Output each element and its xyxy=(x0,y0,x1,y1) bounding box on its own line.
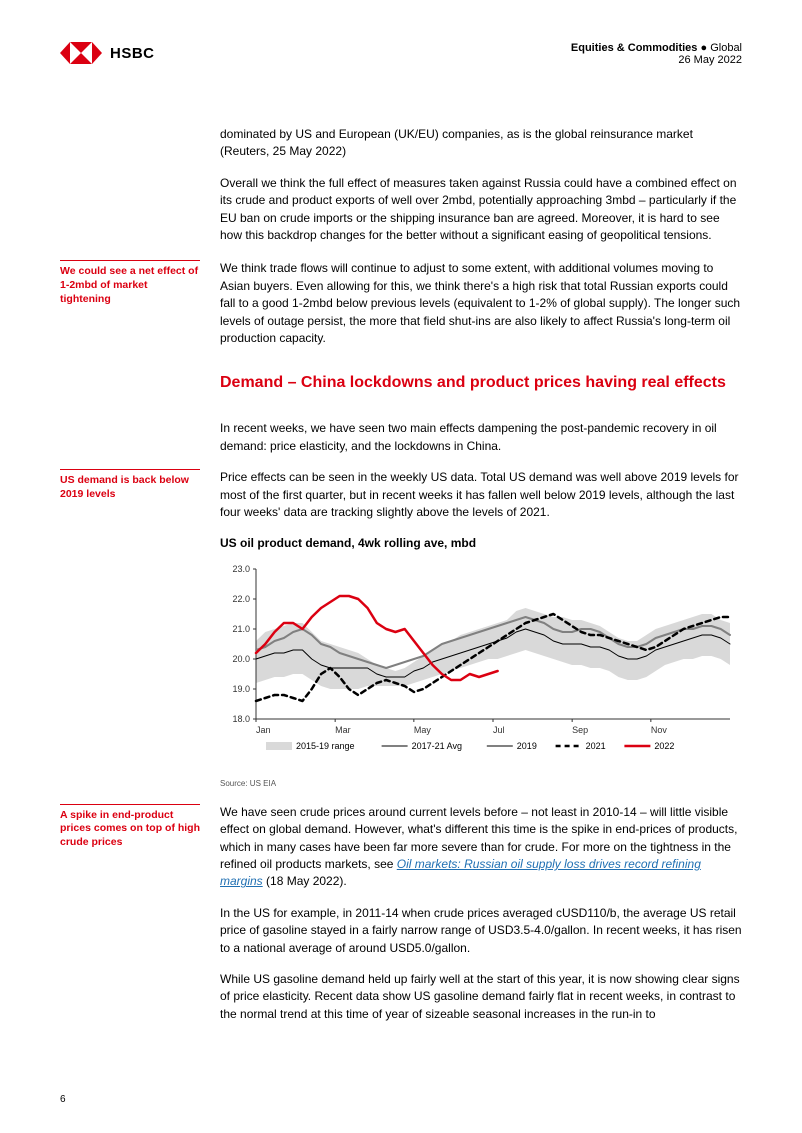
page-header: HSBC Equities & Commodities ● Global 26 … xyxy=(60,42,742,66)
svg-text:Mar: Mar xyxy=(335,725,351,735)
svg-text:Jan: Jan xyxy=(256,725,271,735)
brand-logo-group: HSBC xyxy=(60,42,155,64)
para-7b: (18 May 2022). xyxy=(263,874,347,888)
header-category: Equities & Commodities xyxy=(571,42,698,54)
sidenote-2: US demand is back below 2019 levels xyxy=(60,469,200,501)
section-heading-demand: Demand – China lockdowns and product pri… xyxy=(220,371,742,394)
svg-text:19.0: 19.0 xyxy=(232,684,250,694)
header-meta: Equities & Commodities ● Global 26 May 2… xyxy=(571,42,742,66)
svg-text:2022: 2022 xyxy=(654,741,674,751)
header-region: Global xyxy=(710,42,742,54)
para-5: Price effects can be seen in the weekly … xyxy=(220,469,742,521)
svg-text:2017-21 Avg: 2017-21 Avg xyxy=(412,741,462,751)
para-4: In recent weeks, we have seen two main e… xyxy=(220,420,742,455)
header-bullet-icon: ● xyxy=(701,42,711,54)
sidenote-3: A spike in end-product prices comes on t… xyxy=(60,804,200,850)
brand-name: HSBC xyxy=(110,45,155,62)
svg-text:20.0: 20.0 xyxy=(232,654,250,664)
svg-text:2019: 2019 xyxy=(517,741,537,751)
para-8: In the US for example, in 2011-14 when c… xyxy=(220,905,742,957)
svg-text:2021: 2021 xyxy=(586,741,606,751)
svg-text:22.0: 22.0 xyxy=(232,594,250,604)
para-3: We think trade flows will continue to ad… xyxy=(220,260,742,347)
svg-text:Nov: Nov xyxy=(651,725,668,735)
chart-svg: 18.0 19.0 20.0 21.0 22.0 23.0 Jan Mar May Jul Sep N… xyxy=(220,559,740,769)
svg-text:May: May xyxy=(414,725,432,735)
sidenote-1: We could see a net effect of 1-2mbd of m… xyxy=(60,260,200,306)
para-9: While US gasoline demand held up fairly … xyxy=(220,971,742,1023)
para-2: Overall we think the full effect of meas… xyxy=(220,175,742,245)
svg-text:21.0: 21.0 xyxy=(232,624,250,634)
oil-demand-chart: 18.0 19.0 20.0 21.0 22.0 23.0 Jan Mar May Jul Sep N… xyxy=(220,559,742,774)
svg-text:Jul: Jul xyxy=(493,725,505,735)
page-number: 6 xyxy=(60,1094,66,1105)
svg-text:18.0: 18.0 xyxy=(232,714,250,724)
svg-text:Sep: Sep xyxy=(572,725,588,735)
para-7: We have seen crude prices around current… xyxy=(220,804,742,891)
svg-text:2015-19 range: 2015-19 range xyxy=(296,741,355,751)
header-date: 26 May 2022 xyxy=(571,54,742,66)
chart-source: Source: US EIA xyxy=(220,778,742,790)
para-1: dominated by US and European (UK/EU) com… xyxy=(220,126,742,161)
chart-title: US oil product demand, 4wk rolling ave, … xyxy=(220,535,742,552)
hsbc-hexagon-icon xyxy=(60,42,102,64)
svg-text:23.0: 23.0 xyxy=(232,564,250,574)
